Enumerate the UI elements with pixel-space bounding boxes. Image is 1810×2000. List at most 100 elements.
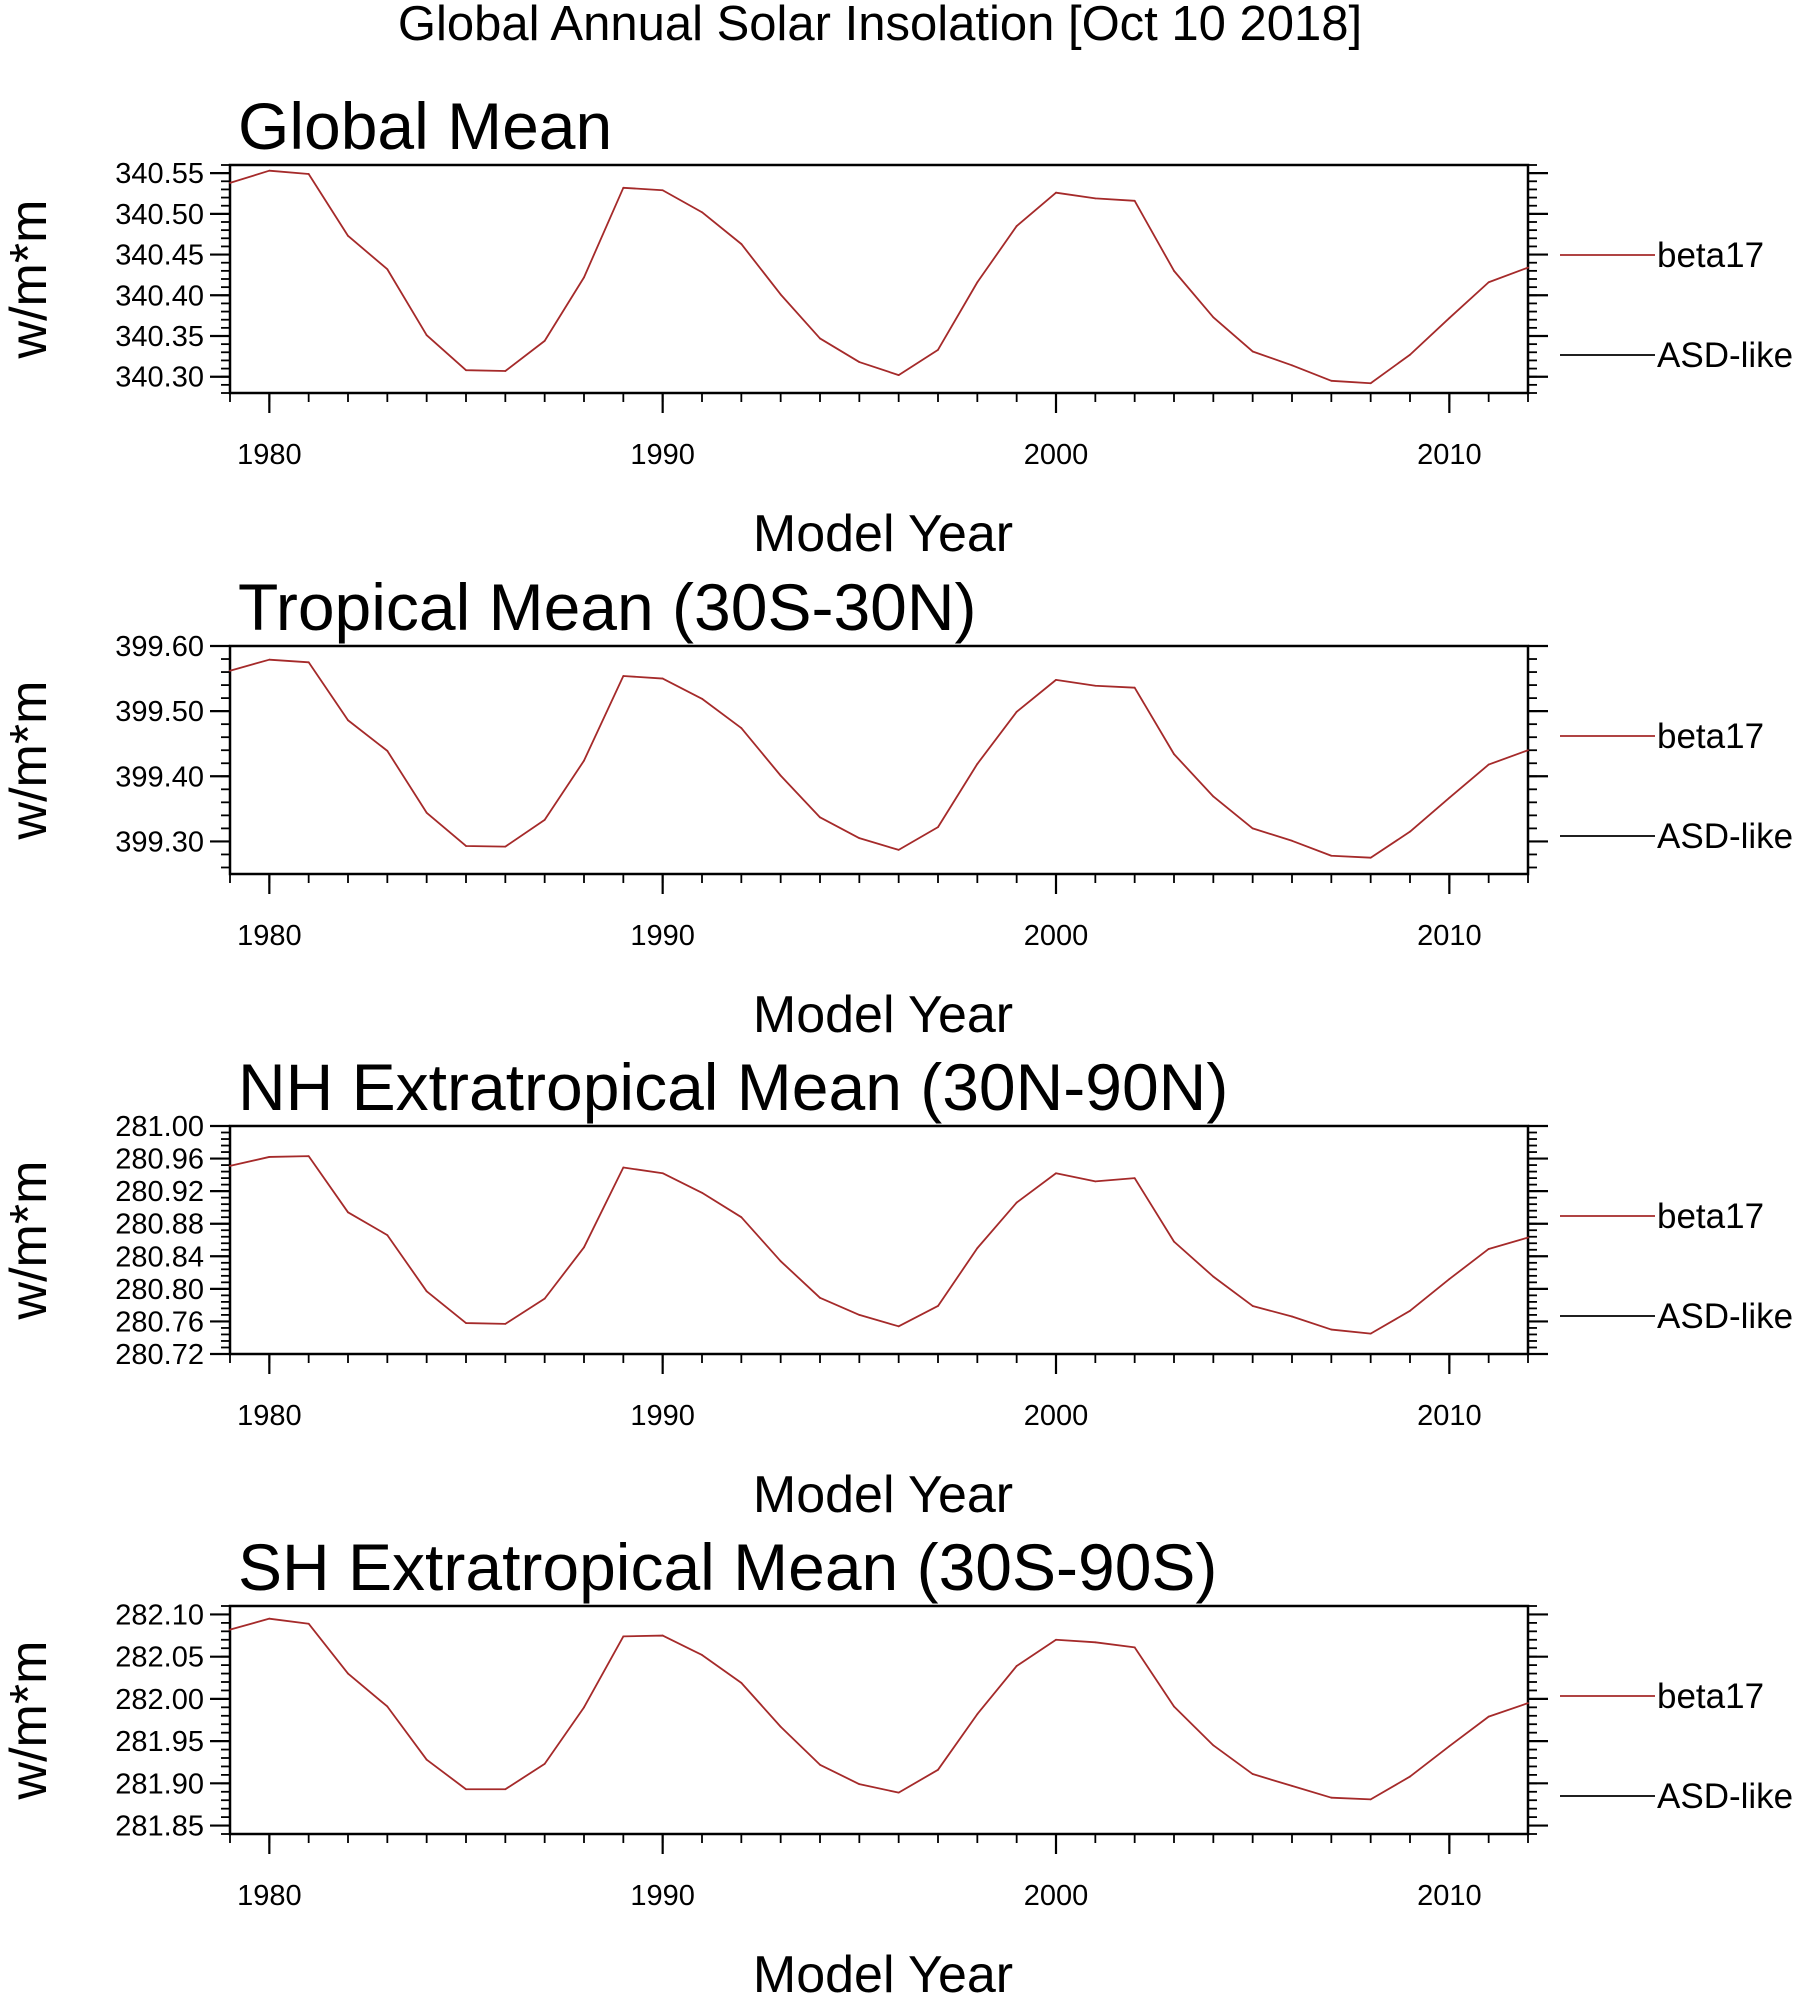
legend-label: ASD-like bbox=[1657, 1777, 1793, 1816]
y-tick-label: 280.72 bbox=[115, 1339, 204, 1371]
data-point bbox=[229, 1165, 231, 1167]
data-point bbox=[307, 173, 310, 175]
legend-label: ASD-like bbox=[1657, 1297, 1793, 1336]
x-tick-label: 1980 bbox=[237, 920, 302, 952]
data-point bbox=[661, 1634, 664, 1637]
y-tick-label: 281.90 bbox=[115, 1768, 204, 1800]
data-point bbox=[1409, 1309, 1411, 1312]
y-axis-label: w/m*m bbox=[0, 1161, 58, 1321]
data-point bbox=[897, 1325, 900, 1328]
data-point bbox=[1055, 1172, 1057, 1175]
plot-frame bbox=[228, 1604, 1530, 1836]
data-point bbox=[701, 1191, 703, 1194]
data-point bbox=[779, 1260, 782, 1263]
y-tick-label: 281.00 bbox=[115, 1111, 204, 1143]
data-point bbox=[819, 816, 821, 819]
data-point bbox=[661, 677, 664, 680]
panel-title: Tropical Mean (30S-30N) bbox=[238, 570, 977, 644]
data-point bbox=[1409, 1775, 1411, 1778]
data-point bbox=[1251, 1773, 1254, 1775]
y-tick-label: 399.30 bbox=[115, 826, 204, 858]
data-point bbox=[858, 361, 861, 363]
y-tick-label: 280.96 bbox=[115, 1144, 204, 1176]
y-tick-label: 280.84 bbox=[115, 1241, 204, 1273]
legend-label: beta17 bbox=[1657, 236, 1764, 275]
data-point bbox=[307, 1155, 310, 1158]
data-point bbox=[819, 337, 821, 340]
y-tick-label: 340.40 bbox=[115, 280, 204, 312]
data-point bbox=[779, 293, 782, 296]
y-axis-label: w/m*m bbox=[0, 200, 58, 360]
data-point bbox=[1369, 1332, 1372, 1335]
data-point bbox=[307, 1622, 310, 1625]
data-point bbox=[504, 1788, 507, 1791]
data-point bbox=[543, 819, 546, 821]
legend-label: ASD-like bbox=[1657, 336, 1793, 375]
data-point bbox=[1173, 1705, 1175, 1708]
data-point bbox=[1133, 1177, 1136, 1180]
x-tick-label: 2010 bbox=[1417, 439, 1482, 471]
data-point bbox=[1527, 266, 1529, 269]
data-point bbox=[583, 1706, 585, 1709]
y-tick-label: 340.55 bbox=[115, 158, 204, 190]
data-point bbox=[1015, 1201, 1018, 1204]
x-tick-label: 2010 bbox=[1417, 1400, 1482, 1432]
data-point bbox=[543, 1763, 546, 1765]
x-tick-label: 2010 bbox=[1417, 920, 1482, 952]
series-line-beta17 bbox=[229, 1155, 1529, 1335]
y-tick-label: 340.45 bbox=[115, 240, 204, 272]
y-tick-label: 280.88 bbox=[115, 1209, 204, 1241]
data-point bbox=[425, 811, 428, 814]
x-axis-label: Model Year bbox=[753, 1466, 1013, 1524]
data-point bbox=[386, 268, 389, 271]
data-point bbox=[347, 1211, 349, 1214]
data-point bbox=[229, 182, 231, 184]
data-point bbox=[740, 1681, 743, 1684]
data-point bbox=[425, 1758, 428, 1761]
panel-2: Tropical Mean (30S-30N) 399.30 399.40 399.5… bbox=[0, 570, 1793, 1044]
data-point bbox=[701, 1654, 703, 1656]
x-tick-label: 1980 bbox=[237, 1400, 302, 1432]
legend-label: beta17 bbox=[1657, 717, 1764, 756]
x-tick-label: 2000 bbox=[1024, 1400, 1089, 1432]
data-point bbox=[1173, 1240, 1175, 1243]
data-point bbox=[1448, 317, 1451, 319]
data-point bbox=[268, 1156, 271, 1158]
y-tick-label: 280.92 bbox=[115, 1176, 204, 1208]
data-point bbox=[386, 1705, 389, 1708]
data-point bbox=[1409, 830, 1411, 833]
plot-frame bbox=[228, 163, 1530, 395]
x-tick-label: 2000 bbox=[1024, 439, 1089, 471]
x-tick-label: 1990 bbox=[630, 920, 695, 952]
data-point bbox=[1133, 199, 1136, 202]
data-point bbox=[1094, 684, 1097, 687]
y-tick-label: 399.50 bbox=[115, 696, 204, 728]
series-line-beta17 bbox=[229, 658, 1529, 859]
data-point bbox=[1094, 1641, 1097, 1644]
data-point bbox=[465, 369, 467, 372]
series-line-beta17 bbox=[229, 1617, 1529, 1801]
x-axis-label: Model Year bbox=[753, 1946, 1013, 2000]
data-point bbox=[1212, 1275, 1215, 1278]
data-point bbox=[937, 348, 939, 351]
data-point bbox=[1330, 854, 1333, 857]
x-tick-label: 2000 bbox=[1024, 1880, 1089, 1912]
data-point bbox=[425, 1290, 428, 1293]
data-point bbox=[1015, 225, 1018, 227]
data-point bbox=[229, 669, 231, 672]
data-point bbox=[268, 169, 271, 172]
data-point bbox=[1094, 197, 1097, 200]
data-point bbox=[1055, 191, 1057, 194]
panel-4: SH Extratropical Mean (30S-90S) 281.85 281… bbox=[0, 1530, 1793, 2000]
panel-title: SH Extratropical Mean (30S-90S) bbox=[238, 1530, 1217, 1604]
data-point bbox=[819, 1296, 821, 1299]
data-point bbox=[465, 845, 467, 847]
data-point bbox=[1291, 364, 1293, 367]
data-point bbox=[1133, 686, 1136, 689]
data-point bbox=[386, 749, 389, 752]
data-point bbox=[307, 661, 310, 664]
panel-title: Global Mean bbox=[238, 89, 612, 163]
y-axis-label: w/m*m bbox=[0, 1641, 58, 1801]
y-axis-label: w/m*m bbox=[0, 681, 58, 841]
